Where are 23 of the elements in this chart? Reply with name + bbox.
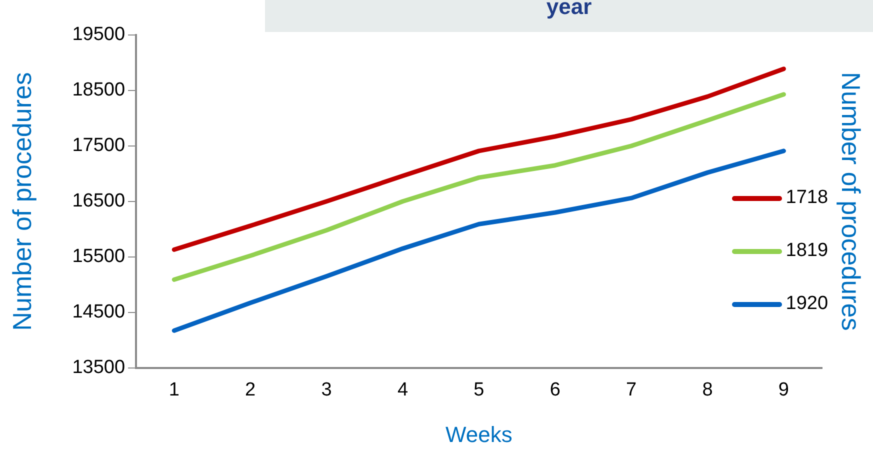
x-tick-label: 3 (321, 379, 332, 400)
x-tick-label: 9 (778, 379, 789, 400)
x-tick-label: 5 (474, 379, 484, 400)
x-axis-title: Weeks (445, 422, 512, 447)
legend-label: 1718 (786, 187, 828, 210)
y2-axis-title: Number of procedures (836, 72, 866, 331)
x-tick-label: 2 (245, 379, 256, 400)
y-tick-label: 16500 (72, 190, 126, 212)
legend-label: 1920 (786, 293, 828, 316)
y-axis-title: Number of procedures (6, 72, 37, 331)
x-tick-label: 8 (702, 379, 713, 400)
y-tick-label: 17500 (72, 135, 126, 156)
chart-title: year (265, 0, 873, 32)
x-tick-label: 6 (550, 379, 560, 400)
y-tick-label: 14500 (72, 302, 126, 323)
x-tick-label: 4 (397, 379, 408, 400)
x-tick-label: 1 (168, 379, 180, 400)
y-tick-label: 19500 (72, 24, 126, 46)
y-tick-label: 13500 (72, 357, 126, 378)
y-tick-label: 18500 (72, 80, 126, 101)
y-tick-label: 15500 (72, 246, 126, 268)
legend-label: 1819 (786, 240, 828, 262)
x-tick-label: 7 (626, 379, 637, 400)
